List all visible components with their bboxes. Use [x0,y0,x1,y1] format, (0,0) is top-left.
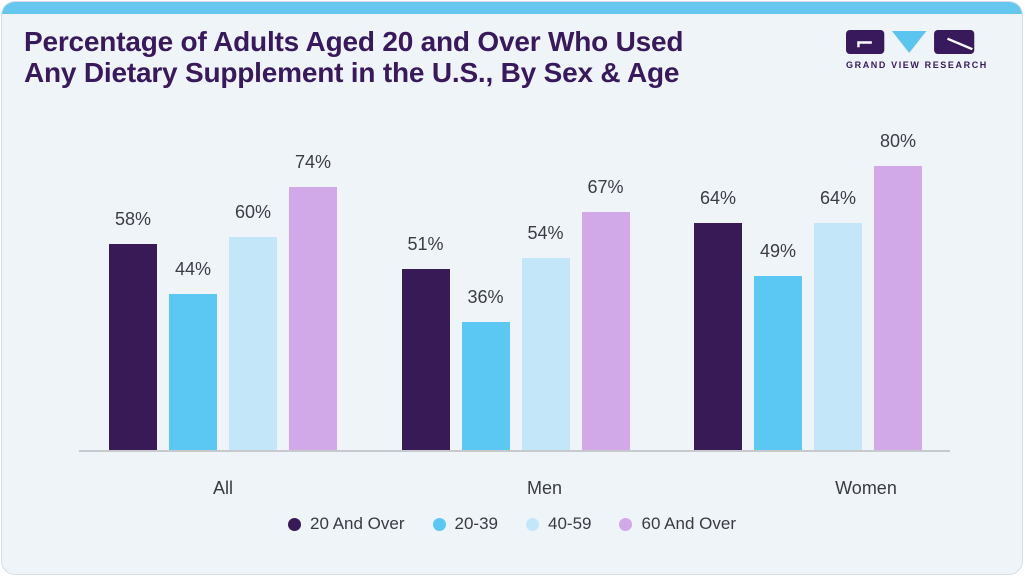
bar-20-39-women: 49% [754,241,802,450]
x-axis-labels: All Men Women [79,478,1008,500]
x-axis-label-all: All [212,478,233,498]
bar-group-women: 64% 49% 64% 80% [694,131,922,450]
bar-value-label: 51% [407,233,444,254]
plot-wrap: 58% 44% 60% 74% 51% 36% 54% 67% 64% 49% 64% 80% [79,131,950,450]
bar-group-all: 58% 44% 60% 74% [109,152,337,450]
top-accent-strip [2,2,1022,14]
bar-60-and-over-men: 67% [581,177,630,450]
legend-label: 40-59 [548,514,592,533]
legend-dot-icon [526,517,539,531]
bar-value-label: 54% [527,223,564,244]
bar-20-39-men: 36% [461,287,510,450]
bar-value-label: 36% [467,287,504,308]
gvr-logo-text: GRAND VIEW RESEARCH [846,60,988,70]
x-axis-label-women: Women [835,478,897,498]
bar-value-label: 44% [174,258,212,279]
bar-value-label: 58% [114,209,152,230]
legend-label: 20 And Over [310,514,405,533]
bar-20-and-over-men: 51% [401,234,450,450]
legend-item-20-39: 20-39 [432,514,498,534]
bar-60-and-over-women: 80% [874,131,922,450]
legend-dot-icon [619,517,633,531]
bar-group-men: 51% 36% 54% 67% [401,177,630,450]
bar-value-label: 60% [234,202,272,222]
bar-40-59-all: 60% [229,202,277,450]
page-title-line1: Percentage of Adults Aged 20 and Over Wh… [24,26,684,57]
x-axis-label-men: Men [526,478,562,498]
bar-value-label: 80% [879,131,917,151]
bar-value-label: 64% [699,187,737,208]
bar-20-and-over-women: 64% [694,188,742,450]
plot-area: 58% 44% 60% 74% 51% 36% 54% 67% 64% 49% 64% 80% [79,131,950,450]
gvr-logo-icon [846,30,975,54]
gvr-logo: GRAND VIEW RESEARCH [846,30,996,70]
bar-20-and-over-all: 58% [109,209,157,450]
legend-dot-icon [288,517,301,531]
legend-dot-icon [432,517,446,531]
bar-value-label: 64% [819,187,857,208]
bar-40-59-women: 64% [814,188,862,450]
bar-40-59-men: 54% [521,223,570,450]
bar-value-label: 49% [759,241,797,262]
legend-item-20-and-over: 20 And Over [288,514,405,534]
page-title-line2: Any Dietary Supplement in the U.S., By S… [24,57,680,88]
legend-item-60-and-over: 60 And Over [619,514,736,534]
legend-label: 20-39 [454,514,498,533]
bar-value-label: 74% [294,152,332,173]
bar-20-39-all: 44% [169,259,217,450]
page-title: Percentage of Adults Aged 20 and Over Wh… [24,26,684,88]
bar-value-label: 67% [587,177,624,198]
bar-60-and-over-all: 74% [289,152,337,450]
x-axis-line [79,450,950,452]
legend-item-40-59: 40-59 [526,514,591,534]
legend-label: 60 And Over [641,514,736,533]
chart-legend: 20 And Over 20-39 40-59 60 And Over [2,514,1022,534]
